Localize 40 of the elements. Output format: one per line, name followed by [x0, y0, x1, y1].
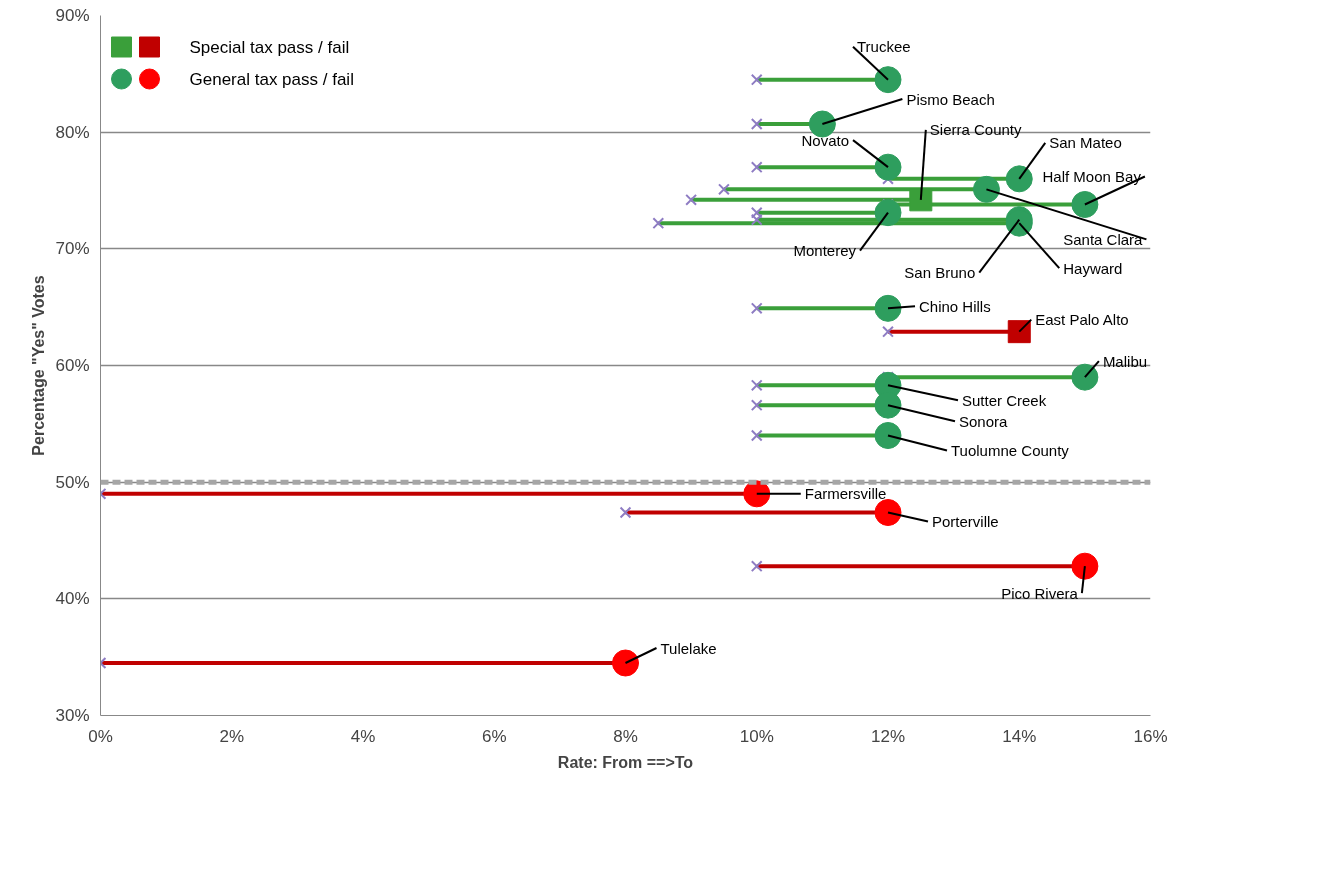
x-tick-label: 8% [613, 726, 638, 746]
x-axis-title: Rate: From ==>To [557, 753, 694, 771]
y-tick-label: 70% [55, 239, 90, 259]
y-tick-label: 90% [55, 6, 90, 25]
x-tick-label: 14% [1002, 726, 1037, 746]
annotation: Chino Hills [919, 297, 991, 315]
annotation: Sutter Creek [962, 391, 1047, 409]
annotation: Half Moon Bay [1042, 168, 1142, 185]
x-tick-label: 12% [870, 726, 906, 746]
annotation: Tuolumne County [951, 442, 1070, 459]
x-tick-label: 10% [739, 726, 774, 746]
x-tick-label: 0% [88, 726, 113, 746]
y-tick-label: 30% [55, 706, 90, 725]
legend-label: Special tax pass / fail [189, 37, 350, 57]
y-tick-label: 50% [55, 472, 90, 492]
x-tick-label: 2% [219, 726, 245, 746]
annotation: Novato [801, 131, 849, 149]
annotation: Pico Rivera [1001, 584, 1079, 602]
annotation: Truckee [857, 38, 911, 56]
annotation: San Bruno [904, 264, 976, 282]
annotation: East Palo Alto [1035, 311, 1129, 329]
annotation: San Mateo [1049, 134, 1122, 152]
annotation: Monterey [793, 242, 857, 260]
annotation: Sonora [959, 412, 1009, 430]
annotation: Tulelake [660, 639, 717, 657]
y-tick-label: 80% [55, 122, 90, 142]
legend-label: General tax pass / fail [189, 69, 354, 89]
y-tick-label: 40% [55, 589, 90, 609]
x-tick-label: 4% [350, 726, 376, 746]
x-tick-label: 6% [481, 726, 507, 746]
annotation: Santa Clara [1063, 230, 1144, 248]
annotation: Porterville [932, 513, 999, 530]
annotation: Pismo Beach [906, 90, 995, 108]
y-tick-label: 60% [55, 356, 90, 375]
x-tick-label: 16% [1133, 726, 1168, 746]
annotation: Farmersville [804, 485, 887, 503]
annotation: Malibu [1102, 352, 1148, 370]
y-axis-title: Percentage "Yes" Votes [30, 275, 48, 456]
annotation: Hayward [1063, 259, 1123, 277]
annotation: Sierra County [929, 121, 1023, 139]
